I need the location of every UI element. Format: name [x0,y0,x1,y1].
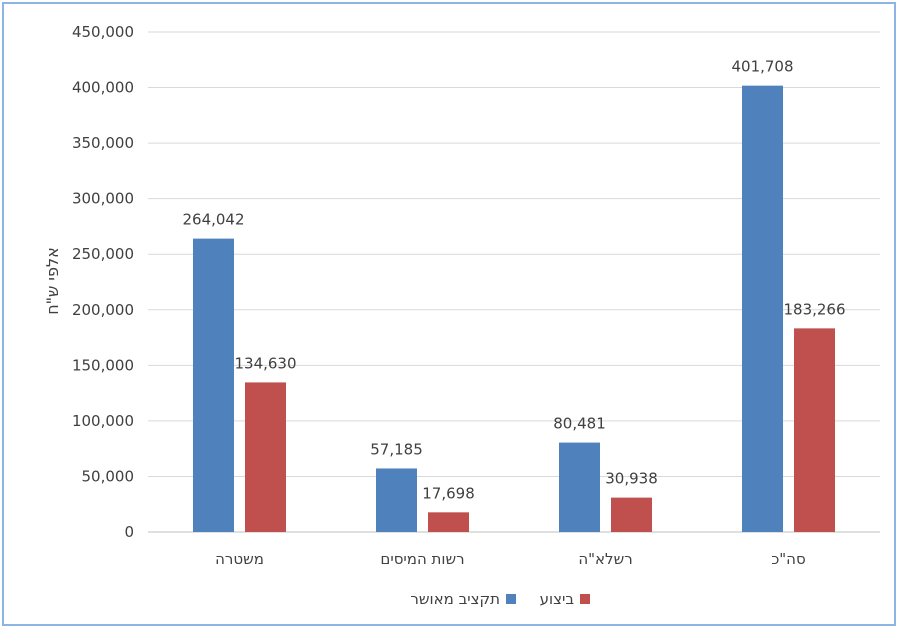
y-tick-label: 400,000 [72,79,134,97]
bar [794,328,835,532]
data-label: 183,266 [783,300,845,318]
legend: תקציב מאושר ביצוע [410,590,590,608]
bar [193,238,234,532]
y-axis-title: אלפי ש"ח [43,247,62,315]
x-category-label: רשות המיסים [380,550,464,568]
bar [376,468,417,532]
y-tick-label: 200,000 [72,301,134,319]
bar [428,512,469,532]
data-label: 57,185 [370,440,423,458]
data-label: 17,698 [422,484,475,502]
y-tick-label: 250,000 [72,245,134,263]
bar [245,382,286,532]
y-axis-ticks: 0 50,000 100,000 150,000 200,000 250,000 300,0… [72,23,134,541]
bar [742,85,783,532]
data-label: 401,708 [731,58,793,76]
data-labels: 264,042 134,630 57,185 17,698 80,481 30,938 40… [182,58,845,503]
data-label: 30,938 [605,470,658,488]
bar [611,497,652,532]
legend-swatch [506,594,516,604]
y-tick-label: 350,000 [72,134,134,152]
y-tick-label: 300,000 [72,190,134,208]
legend-label: ביצוע [540,590,575,608]
y-tick-label: 450,000 [72,23,134,41]
bars [193,85,835,532]
legend-swatch [580,594,590,604]
bar [559,442,600,532]
data-label: 80,481 [553,415,606,433]
legend-label: תקציב מאושר [410,590,500,608]
x-category-label: רשלא"ה [578,550,632,568]
y-tick-label: 0 [124,523,134,541]
x-category-label: משטרה [215,550,264,568]
y-tick-label: 150,000 [72,356,134,374]
y-tick-label: 100,000 [72,412,134,430]
x-category-label: סה"כ [771,550,805,568]
x-axis-categories: משטרה רשות המיסים רשלא"ה סה"כ [215,550,806,568]
data-label: 264,042 [182,211,244,229]
data-label: 134,630 [234,354,296,372]
y-tick-label: 50,000 [82,467,135,485]
